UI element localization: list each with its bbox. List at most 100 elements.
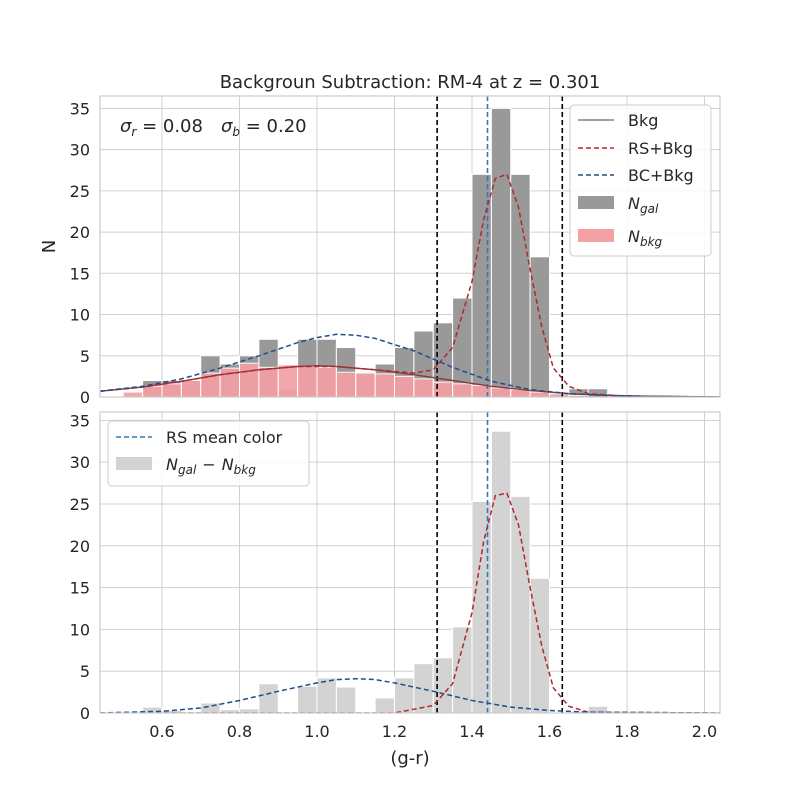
plot-area	[100, 412, 720, 713]
y-tick-label: 30	[70, 453, 90, 472]
y-tick-label: 25	[70, 495, 90, 514]
legend-label-main2: N	[222, 455, 234, 474]
x-tick-label: 2.0	[692, 722, 717, 741]
sigma-b-value: = 0.20	[240, 116, 307, 137]
x-axis-label: (g-r)	[390, 748, 429, 769]
y-tick-label: 5	[80, 662, 90, 681]
nbkg-bar	[529, 391, 550, 397]
residual-bar	[432, 657, 454, 713]
rs-curve	[100, 492, 720, 713]
legend-label: RS mean color	[166, 428, 283, 447]
sigma-b-sub: b	[232, 125, 240, 139]
y-tick-label: 0	[80, 704, 90, 723]
x-tick-label: 1.6	[537, 722, 562, 741]
bc-bkg-curve	[100, 333, 720, 397]
legend-label-sub: gal	[178, 463, 197, 477]
ngal-bar	[510, 173, 531, 397]
y-tick-label: 20	[70, 537, 90, 556]
legend-label-op: −	[202, 455, 215, 474]
x-tick-label: 1.0	[304, 722, 329, 741]
plot-frame	[99, 95, 721, 398]
residual-bar	[452, 626, 473, 713]
y-tick-label: 35	[70, 411, 90, 430]
y-tick-label: 30	[70, 141, 90, 160]
legend-label: RS+Bkg	[628, 139, 693, 158]
y-tick-label: 15	[70, 579, 90, 598]
residual-bar	[316, 677, 337, 713]
legend-label: Ngal − Nbkg	[166, 455, 256, 477]
x-tick-label: 0.6	[149, 722, 174, 741]
y-tick-label: 35	[70, 99, 90, 118]
legend-label: Bkg	[628, 111, 658, 130]
sigma-b-text: σ	[221, 116, 233, 137]
nbkg-bar	[180, 380, 202, 397]
sigma-annotation: σr = 0.08 σb = 0.20	[120, 116, 307, 139]
residual-bar	[529, 577, 550, 713]
y-tick-label: 5	[80, 347, 90, 366]
legend-label-main: N	[166, 455, 178, 474]
legend-box	[107, 420, 310, 487]
bc-curve	[100, 677, 720, 713]
x-tick-label: 1.4	[459, 722, 484, 741]
nbkg-bar	[239, 362, 260, 397]
legend-swatch-residual	[116, 457, 152, 470]
legend-label-sub: bkg	[640, 235, 663, 249]
y-axis-label: N	[39, 240, 60, 253]
y-tick-label: 10	[70, 306, 90, 325]
residual-bar	[200, 702, 221, 713]
nbkg-bar	[490, 387, 512, 397]
nbkg-bar	[394, 375, 415, 397]
chart-title: Backgroun Subtraction: RM-4 at z = 0.301	[220, 72, 601, 93]
x-tick-label: 1.8	[614, 722, 639, 741]
x-tick-label: 0.8	[227, 722, 252, 741]
legend-label-main: N	[628, 194, 640, 213]
nbkg-bar	[122, 391, 144, 397]
plot-frame	[99, 411, 721, 714]
legend-label: Ngal	[628, 194, 659, 216]
legend-swatch-ngal	[578, 196, 614, 209]
nbkg-bar	[277, 364, 299, 397]
y-tick-label: 15	[70, 264, 90, 283]
sigma-r-value: = 0.08	[136, 116, 203, 137]
nbkg-bar	[413, 378, 434, 397]
residual-bar	[510, 495, 531, 713]
nbkg-bar	[432, 381, 454, 397]
residual-bar	[297, 685, 318, 713]
ngal-bar	[529, 256, 550, 397]
nbkg-bar	[355, 372, 376, 397]
sigma-r-text: σ	[120, 116, 132, 137]
residual-bar	[258, 683, 279, 713]
nbkg-bar	[335, 371, 357, 397]
residual-bar	[490, 430, 512, 713]
nbkg-bar	[297, 365, 318, 397]
legend-label-sub2: bkg	[234, 463, 257, 477]
y-tick-label: 10	[70, 620, 90, 639]
nbkg-bar	[452, 383, 473, 397]
rs-bkg-curve	[100, 173, 720, 397]
y-tick-label: 25	[70, 182, 90, 201]
nbkg-bar	[142, 385, 163, 397]
bottom-panel: 0.6 0.8 1.0 1.2 1.4 1.6 1.8 2.0 0 5 10 15 20 25 30 35 RS…	[70, 411, 721, 741]
y-tick-label: 0	[80, 388, 90, 407]
nbkg-bar	[258, 366, 279, 397]
ngal-bar	[471, 173, 492, 397]
nbkg-bar	[316, 366, 337, 397]
nbkg-bar	[471, 384, 492, 397]
plot-area	[100, 96, 720, 397]
sigma-r-sub: r	[131, 125, 137, 139]
legend-label: Nbkg	[628, 227, 663, 249]
residual-bar	[335, 686, 357, 713]
legend-label: BC+Bkg	[628, 166, 694, 185]
legend-swatch-nbkg	[578, 229, 614, 242]
legend-label-sub: gal	[640, 202, 659, 216]
residual-bar	[374, 697, 395, 713]
y-tick-label: 20	[70, 223, 90, 242]
x-tick-label: 1.2	[382, 722, 407, 741]
ngal-bar	[490, 107, 512, 397]
residual-bar	[471, 500, 492, 713]
legend-label-main: N	[628, 227, 640, 246]
